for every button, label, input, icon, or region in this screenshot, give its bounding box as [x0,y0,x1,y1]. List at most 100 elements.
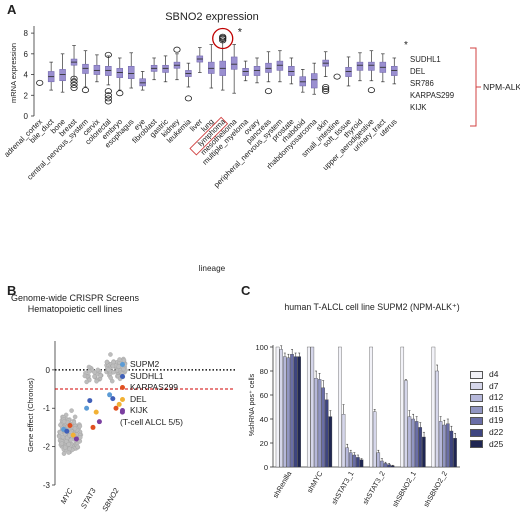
bar-shSTAT3_1-d12 [345,447,349,468]
legend-label: KARPAS299 [130,382,179,392]
bar-shSBNO2_2-d7 [435,370,439,468]
x-axis-label-a: lineage [199,264,226,273]
legend-swatch [470,405,483,414]
y-tick-label-b: -2 [43,443,51,452]
box-body [391,66,398,76]
outlier-point [104,95,112,102]
chart-b-title-line: Hematopoietic cell lines [28,304,123,314]
outlier-point [333,73,341,80]
legend-label: d4 [489,369,499,379]
box-body [345,67,352,77]
cell-line-point [58,422,63,428]
x-category-label-shSTAT3_1: shSTAT3_1 [329,470,355,506]
highlighted-point-SUDHL1 [64,428,70,434]
cell-line-point [108,375,113,381]
legend-item-d4: d4 [470,369,503,381]
legend-label: d19 [489,415,504,426]
box-bile_duct [47,61,55,91]
legend-item-d12: d12 [470,392,503,404]
timepoint-legend: d4 d7 d12 d15 d19 d22 d25 [470,369,503,450]
bar-shRenilla-d15 [286,357,291,468]
y-axis-label-c: %shRNA pos⁺ cells [247,373,256,436]
lymphoma-label-highlight-box [189,116,229,156]
box-mesothelioma [230,44,238,94]
box-fibroblast [150,57,158,81]
bar-shSBNO2_2-d12 [438,421,443,468]
x-category-label-shSTAT3_2: shSTAT3_2 [361,470,387,506]
legend-note: (T-cell ALCL 5/5) [120,416,183,427]
y-tick-label-c: 80 [260,367,268,376]
box-liver [196,47,204,73]
legend-label: d22 [489,426,504,437]
box-central_nervous_system [81,50,90,94]
box-body [59,69,66,82]
cell-line-point [77,423,83,429]
legend-item-KIJK: KIJK [120,405,183,417]
legend-label: d12 [489,392,504,403]
bar-shSTAT3_2-d25 [390,465,395,468]
x-category-label-shRenilla: shRenilla [271,470,294,500]
box-body [288,66,295,76]
legend-label: KIJK [130,405,148,415]
outlier-point [70,78,78,85]
box-body [116,68,124,78]
chart-a-title: SBNO2 expression [165,11,259,23]
box-rhabdoid [299,69,307,93]
legend-item-SUPM2: SUPM2 [120,359,183,371]
cell-line-point [62,445,68,450]
box-thyroid [356,52,364,82]
bar-shSTAT3_2-d7 [372,411,377,468]
bar-shRenilla-d12 [283,356,287,468]
box-ovary [253,57,261,84]
box-body [276,60,284,71]
asterisk-mark: * [238,26,243,38]
bar-shMYC-d7 [310,346,315,468]
y-axis-label-b: Gene effect (Chronos) [26,377,35,452]
box-body [82,63,89,74]
legend-item-d15: d15 [470,404,503,416]
bar-shSBNO2_1-d15 [411,418,415,468]
chart-b-title-line: Genome-wide CRISPR Screens [11,293,140,303]
bar-shMYC-d4 [306,346,311,468]
outlier-point [173,46,181,53]
legend-swatch [470,382,483,391]
bar-shSTAT3_1-d7 [341,414,346,468]
box-leukemia [184,62,193,102]
bar-shRenilla-d25 [297,356,301,468]
bar-shSTAT3_2-d15 [380,460,384,468]
box-body [265,62,272,73]
legend-item-d19: d19 [470,415,503,427]
highlighted-point-KARPAS299 [90,424,96,430]
y-tick-label-c: 40 [260,415,268,424]
bar-shMYC-d12 [314,378,318,468]
outlier-point [322,88,330,95]
legend-item-d25: d25 [470,439,503,451]
outlier-point [184,95,193,102]
cell-line-point [108,352,113,357]
legend-swatch [470,417,483,426]
annotation-cell-line: KIJK [410,103,427,112]
highlighted-point-SUPM2 [84,405,90,411]
y-tick-label-b: -1 [43,404,51,413]
cell-line-point [86,364,92,370]
y-tick-label-c: 0 [264,463,268,472]
cell-line-point [66,442,71,447]
box-body [93,64,101,75]
box-bone [59,53,66,93]
cell-line-point [121,366,126,372]
legend-swatch [470,370,483,379]
y-tick-label-b: 0 [46,366,51,375]
box-cervix [93,54,101,83]
box-gastric [162,55,169,83]
panel-a-label: A [7,2,17,17]
box-embryo [116,57,124,97]
x-category-label-shMYC: shMYC [305,470,325,495]
cell-line-point [69,408,74,413]
box-small_intestine [333,73,341,80]
box-breast [70,45,78,92]
cell-line-point [94,379,99,384]
box-soft_tissue [345,56,352,87]
legend-label: d25 [489,438,504,449]
y-tick-label-a: 4 [24,71,29,80]
